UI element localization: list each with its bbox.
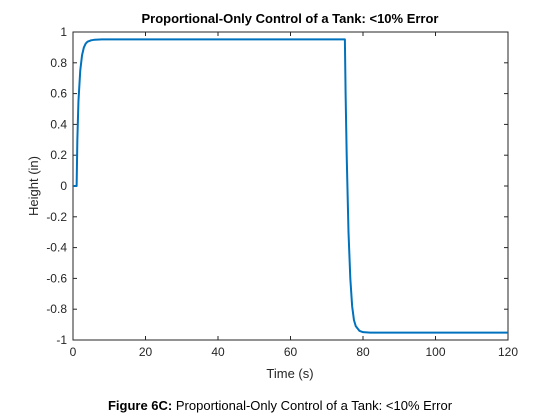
figure-caption: Figure 6C: Proportional-Only Control of … [0, 398, 560, 413]
y-axis-label: Height (in) [26, 156, 41, 216]
y-tick-label: -0.2 [46, 210, 67, 224]
x-tick-label: 120 [498, 345, 518, 359]
x-tick-label: 20 [139, 345, 153, 359]
y-tick-label: 0.4 [50, 117, 67, 131]
y-tick-label: -0.8 [46, 302, 67, 316]
x-tick-labels: 0 20 40 60 80 100 120 [70, 345, 519, 359]
caption-text: Proportional-Only Control of a Tank: <10… [172, 398, 453, 413]
plot-area [72, 31, 509, 341]
y-tick-label: 0 [60, 179, 67, 193]
y-tick-label: 0.2 [50, 148, 67, 162]
x-tick-label: 100 [425, 345, 445, 359]
y-tick-label: -0.4 [46, 241, 67, 255]
y-tick-labels: 1 0.8 0.6 0.4 0.2 0 -0.2 -0.4 -0.6 -0.8 -1 [46, 25, 67, 347]
series-line [73, 38, 508, 334]
x-axis-label: Time (s) [266, 366, 313, 381]
y-tick-label: -1 [56, 333, 67, 347]
chart-title: Proportional-Only Control of a Tank: <10… [142, 11, 439, 26]
x-tick-label: 60 [284, 345, 298, 359]
x-tick-label: 0 [70, 345, 77, 359]
y-tick-label: 0.6 [50, 87, 67, 101]
y-tick-label: -0.6 [46, 271, 67, 285]
x-tick-label: 40 [211, 345, 225, 359]
y-tick-label: 1 [60, 25, 67, 39]
x-tick-label: 80 [356, 345, 370, 359]
y-tick-label: 0.8 [50, 56, 67, 70]
caption-label: Figure 6C: [107, 398, 173, 413]
